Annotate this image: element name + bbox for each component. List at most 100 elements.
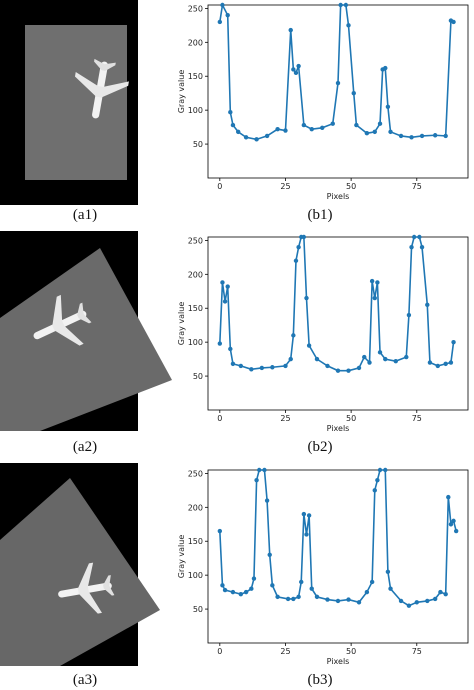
data-point bbox=[309, 126, 314, 132]
data-point bbox=[393, 358, 398, 364]
data-point bbox=[388, 586, 393, 591]
image-3 bbox=[0, 463, 160, 666]
data-point bbox=[304, 295, 309, 301]
x-tick-label: 25 bbox=[280, 414, 290, 423]
data-point bbox=[338, 2, 343, 8]
data-point bbox=[230, 122, 236, 128]
y-axis-label: Gray value bbox=[177, 70, 186, 114]
data-point bbox=[356, 600, 362, 605]
data-point bbox=[369, 278, 375, 284]
data-point bbox=[217, 341, 223, 346]
x-tick-label: 50 bbox=[346, 647, 356, 656]
x-tick-label: 50 bbox=[346, 414, 356, 423]
data-point bbox=[451, 19, 456, 25]
data-point bbox=[314, 356, 320, 362]
data-point bbox=[377, 467, 383, 473]
data-point bbox=[446, 494, 451, 500]
data-point bbox=[409, 244, 414, 250]
data-point bbox=[377, 121, 383, 126]
data-point bbox=[225, 12, 230, 18]
chart-caption: (b3) bbox=[308, 672, 333, 688]
data-point bbox=[435, 363, 440, 369]
data-point bbox=[249, 367, 254, 372]
data-point bbox=[228, 346, 233, 352]
y-tick-label: 150 bbox=[188, 72, 203, 81]
data-point bbox=[243, 135, 249, 140]
x-tick-label: 75 bbox=[412, 647, 422, 656]
y-tick-label: 250 bbox=[188, 4, 203, 13]
data-point bbox=[372, 295, 377, 301]
data-point bbox=[251, 576, 257, 581]
data-point bbox=[375, 280, 380, 285]
data-point bbox=[383, 467, 388, 473]
data-point bbox=[404, 354, 409, 360]
data-point bbox=[299, 579, 304, 585]
data-point bbox=[230, 361, 236, 367]
data-point bbox=[354, 122, 359, 128]
data-point bbox=[222, 587, 228, 593]
data-point bbox=[254, 477, 259, 483]
data-point bbox=[288, 27, 293, 33]
y-tick-label: 50 bbox=[193, 605, 203, 614]
data-point bbox=[217, 19, 223, 25]
data-point bbox=[419, 244, 425, 250]
data-point bbox=[356, 365, 362, 371]
data-point bbox=[443, 361, 448, 367]
data-point bbox=[257, 467, 262, 473]
data-point bbox=[217, 528, 223, 534]
data-point bbox=[448, 360, 454, 365]
x-tick-label: 0 bbox=[217, 647, 222, 656]
y-tick-label: 150 bbox=[188, 304, 203, 313]
data-point bbox=[220, 2, 225, 8]
y-tick-label: 150 bbox=[188, 537, 203, 546]
image-caption: (a3) bbox=[73, 672, 97, 688]
data-point bbox=[425, 302, 430, 308]
data-point bbox=[304, 532, 309, 537]
data-point bbox=[346, 368, 351, 373]
data-point bbox=[372, 488, 377, 493]
data-point bbox=[325, 597, 330, 602]
y-tick-label: 250 bbox=[188, 236, 203, 245]
data-point bbox=[375, 477, 380, 483]
data-point bbox=[325, 363, 330, 369]
data-point bbox=[398, 598, 404, 604]
data-point bbox=[225, 284, 230, 289]
data-point bbox=[228, 109, 233, 115]
data-point bbox=[335, 598, 341, 604]
data-point bbox=[364, 589, 370, 595]
data-point bbox=[283, 363, 288, 369]
y-tick-label: 50 bbox=[193, 140, 203, 149]
data-point bbox=[236, 129, 241, 135]
data-point bbox=[222, 299, 228, 304]
data-point bbox=[448, 522, 454, 527]
plot-frame bbox=[207, 236, 469, 411]
x-tick-label: 0 bbox=[217, 414, 222, 423]
data-point bbox=[296, 594, 301, 600]
data-point bbox=[288, 356, 293, 362]
data-point bbox=[314, 594, 320, 600]
data-point bbox=[264, 498, 270, 503]
data-point bbox=[283, 128, 288, 133]
plot-frame bbox=[207, 4, 469, 179]
x-tick-label: 25 bbox=[280, 182, 290, 191]
data-point bbox=[443, 133, 448, 139]
data-point bbox=[249, 586, 254, 591]
data-point bbox=[301, 234, 307, 240]
data-point bbox=[383, 356, 388, 362]
data-point bbox=[351, 90, 356, 96]
x-tick-label: 25 bbox=[280, 647, 290, 656]
data-point bbox=[346, 23, 351, 28]
data-point bbox=[275, 126, 280, 132]
image-caption: (a1) bbox=[73, 207, 97, 223]
data-point bbox=[230, 589, 236, 595]
chart-caption: (b1) bbox=[308, 207, 333, 223]
data-line bbox=[219, 2, 454, 141]
chart-caption: (b2) bbox=[308, 439, 333, 455]
data-point bbox=[262, 467, 267, 473]
data-point bbox=[451, 339, 456, 345]
data-point bbox=[411, 234, 417, 240]
data-point bbox=[220, 280, 225, 285]
data-point bbox=[406, 603, 412, 608]
data-point bbox=[388, 129, 393, 135]
data-point bbox=[383, 65, 388, 71]
